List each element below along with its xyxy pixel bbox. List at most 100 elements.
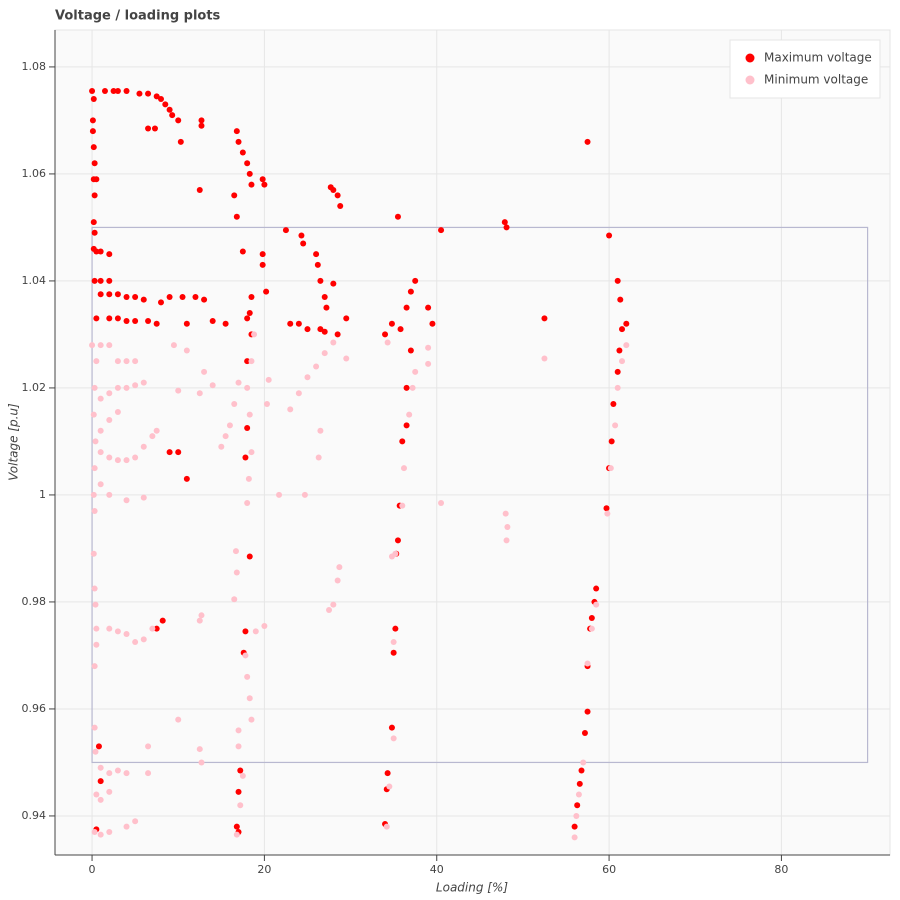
point [145, 125, 152, 132]
point [403, 384, 410, 391]
y-tick-label: 1.02 [22, 381, 47, 394]
point [334, 331, 341, 338]
point [132, 293, 139, 300]
point [429, 320, 436, 327]
point [330, 186, 337, 193]
point [91, 229, 98, 236]
point [222, 320, 229, 327]
point [91, 160, 98, 167]
point [97, 248, 104, 255]
point [93, 641, 100, 648]
point [91, 828, 98, 835]
point [321, 293, 328, 300]
point [179, 293, 186, 300]
point [336, 564, 343, 571]
point [623, 320, 630, 327]
point [106, 315, 113, 322]
point [313, 251, 320, 258]
point [106, 828, 113, 835]
point [114, 87, 121, 94]
point [226, 422, 233, 429]
point [541, 315, 548, 322]
point [145, 90, 152, 97]
point [248, 358, 255, 365]
point [246, 310, 253, 317]
point [399, 502, 406, 509]
point [246, 170, 253, 177]
point [382, 331, 389, 338]
point [159, 617, 166, 624]
point [132, 358, 139, 365]
point [239, 772, 246, 779]
point [90, 144, 97, 151]
point [233, 213, 240, 220]
point [233, 569, 240, 576]
point [89, 342, 96, 349]
point [584, 660, 591, 667]
point [317, 326, 324, 333]
point [132, 818, 139, 825]
point [175, 117, 182, 124]
point [412, 368, 419, 375]
point [114, 358, 121, 365]
point [239, 149, 246, 156]
point [95, 743, 102, 750]
point [574, 802, 581, 809]
point [123, 318, 130, 325]
point [90, 219, 97, 226]
point [616, 347, 623, 354]
y-tick-label: 0.94 [22, 809, 47, 822]
point [403, 422, 410, 429]
point [114, 457, 121, 464]
point [106, 251, 113, 258]
point [438, 227, 445, 234]
point [183, 347, 190, 354]
point [166, 449, 173, 456]
point [97, 764, 104, 771]
point [313, 363, 320, 370]
legend-marker [745, 53, 755, 63]
point [394, 213, 401, 220]
legend-marker [745, 75, 755, 85]
point [162, 101, 169, 108]
point [248, 181, 255, 188]
point [201, 368, 208, 375]
point [91, 585, 98, 592]
point [91, 663, 98, 670]
point [209, 318, 216, 325]
point [265, 376, 272, 383]
point [153, 625, 160, 632]
point [97, 796, 104, 803]
point [259, 251, 266, 258]
point [330, 339, 337, 346]
point [593, 585, 600, 592]
point [242, 454, 249, 461]
point [259, 176, 266, 183]
point [295, 320, 302, 327]
point [623, 342, 630, 349]
point [90, 96, 97, 103]
point [132, 454, 139, 461]
point [603, 505, 610, 512]
point [106, 342, 113, 349]
point [97, 778, 104, 785]
y-tick-label: 0.98 [22, 595, 47, 608]
point [571, 834, 578, 841]
point [123, 497, 130, 504]
point [97, 342, 104, 349]
point [169, 112, 176, 119]
point [231, 192, 238, 199]
point [140, 379, 147, 386]
point [233, 823, 240, 830]
point [92, 748, 99, 755]
point [604, 510, 611, 517]
point [251, 331, 258, 338]
point [175, 716, 182, 723]
point [246, 553, 253, 560]
point [177, 138, 184, 145]
point [245, 475, 252, 482]
point [201, 296, 208, 303]
point [89, 117, 96, 124]
point [392, 550, 399, 557]
point [614, 277, 621, 284]
